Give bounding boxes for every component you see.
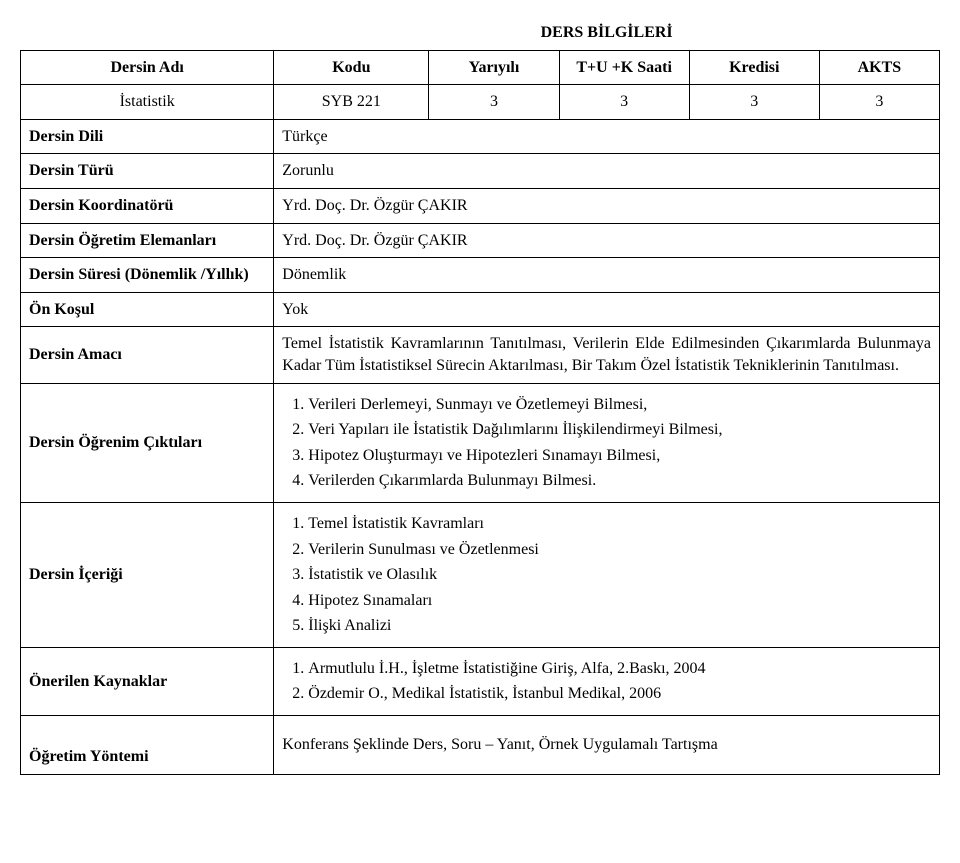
row-duration: Dersin Süresi (Dönemlik /Yıllık) Dönemli… <box>21 258 940 293</box>
row-content: Dersin İçeriği Temel İstatistik Kavramla… <box>21 502 940 647</box>
label-duration: Dersin Süresi (Dönemlik /Yıllık) <box>21 258 274 293</box>
label-outcomes: Dersin Öğrenim Çıktıları <box>21 383 274 502</box>
header-course-name: Dersin Adı <box>21 50 274 85</box>
label-coordinator: Dersin Koordinatörü <box>21 188 274 223</box>
page-title: DERS BİLGİLERİ <box>541 24 673 41</box>
value-coordinator: Yrd. Doç. Dr. Özgür ÇAKIR <box>274 188 940 223</box>
table-header-row: Dersin Adı Kodu Yarıyılı T+U +K Saati Kr… <box>21 50 940 85</box>
course-tuk: 3 <box>559 85 689 120</box>
course-code: SYB 221 <box>274 85 429 120</box>
list-item: Özdemir O., Medikal İstatistik, İstanbul… <box>308 683 931 705</box>
row-prerequisite: Ön Koşul Yok <box>21 292 940 327</box>
row-method: Öğretim Yöntemi Konferans Şeklinde Ders,… <box>21 716 940 775</box>
list-item: İstatistik ve Olasılık <box>308 564 931 586</box>
list-item: Veri Yapıları ile İstatistik Dağılımları… <box>308 419 931 441</box>
label-prerequisite: Ön Koşul <box>21 292 274 327</box>
row-purpose: Dersin Amacı Temel İstatistik Kavramları… <box>21 327 940 383</box>
value-outcomes: Verileri Derlemeyi, Sunmayı ve Özetlemey… <box>274 383 940 502</box>
value-lecturers: Yrd. Doç. Dr. Özgür ÇAKIR <box>274 223 940 258</box>
list-item: Armutlulu İ.H., İşletme İstatistiğine Gi… <box>308 658 931 680</box>
course-semester: 3 <box>429 85 559 120</box>
header-ects: AKTS <box>819 50 939 85</box>
value-sources: Armutlulu İ.H., İşletme İstatistiğine Gi… <box>274 647 940 715</box>
document-page: DERS BİLGİLERİ Dersin Adı Kodu Yarıyılı … <box>0 0 960 815</box>
list-item: Verilerden Çıkarımlarda Bulunmayı Bilmes… <box>308 470 931 492</box>
header-code: Kodu <box>274 50 429 85</box>
course-credit: 3 <box>689 85 819 120</box>
list-item: İlişki Analizi <box>308 615 931 637</box>
course-row: İstatistik SYB 221 3 3 3 3 <box>21 85 940 120</box>
list-item: Hipotez Oluşturmayı ve Hipotezleri Sınam… <box>308 445 931 467</box>
course-name: İstatistik <box>21 85 274 120</box>
label-content: Dersin İçeriği <box>21 502 274 647</box>
row-coordinator: Dersin Koordinatörü Yrd. Doç. Dr. Özgür … <box>21 188 940 223</box>
row-sources: Önerilen Kaynaklar Armutlulu İ.H., İşlet… <box>21 647 940 715</box>
list-item: Hipotez Sınamaları <box>308 590 931 612</box>
label-type: Dersin Türü <box>21 154 274 189</box>
label-language: Dersin Dili <box>21 119 274 154</box>
label-sources: Önerilen Kaynaklar <box>21 647 274 715</box>
row-lecturers: Dersin Öğretim Elemanları Yrd. Doç. Dr. … <box>21 223 940 258</box>
label-purpose: Dersin Amacı <box>21 327 274 383</box>
value-language: Türkçe <box>274 119 940 154</box>
value-purpose: Temel İstatistik Kavramlarının Tanıtılma… <box>274 327 940 383</box>
list-item: Temel İstatistik Kavramları <box>308 513 931 535</box>
value-duration: Dönemlik <box>274 258 940 293</box>
list-item: Verileri Derlemeyi, Sunmayı ve Özetlemey… <box>308 394 931 416</box>
course-ects: 3 <box>819 85 939 120</box>
header-semester: Yarıyılı <box>429 50 559 85</box>
header-credit: Kredisi <box>689 50 819 85</box>
header-tuk: T+U +K Saati <box>559 50 689 85</box>
value-prerequisite: Yok <box>274 292 940 327</box>
value-content: Temel İstatistik Kavramları Verilerin Su… <box>274 502 940 647</box>
list-item: Verilerin Sunulması ve Özetlenmesi <box>308 539 931 561</box>
row-type: Dersin Türü Zorunlu <box>21 154 940 189</box>
table-title-row: DERS BİLGİLERİ <box>21 16 940 50</box>
content-list: Temel İstatistik Kavramları Verilerin Su… <box>282 513 931 637</box>
label-method: Öğretim Yöntemi <box>21 716 274 775</box>
sources-list: Armutlulu İ.H., İşletme İstatistiğine Gi… <box>282 658 931 705</box>
course-info-table: DERS BİLGİLERİ Dersin Adı Kodu Yarıyılı … <box>20 16 940 775</box>
value-type: Zorunlu <box>274 154 940 189</box>
row-language: Dersin Dili Türkçe <box>21 119 940 154</box>
row-outcomes: Dersin Öğrenim Çıktıları Verileri Derlem… <box>21 383 940 502</box>
outcomes-list: Verileri Derlemeyi, Sunmayı ve Özetlemey… <box>282 394 931 492</box>
value-method: Konferans Şeklinde Ders, Soru – Yanıt, Ö… <box>274 716 940 775</box>
label-lecturers: Dersin Öğretim Elemanları <box>21 223 274 258</box>
